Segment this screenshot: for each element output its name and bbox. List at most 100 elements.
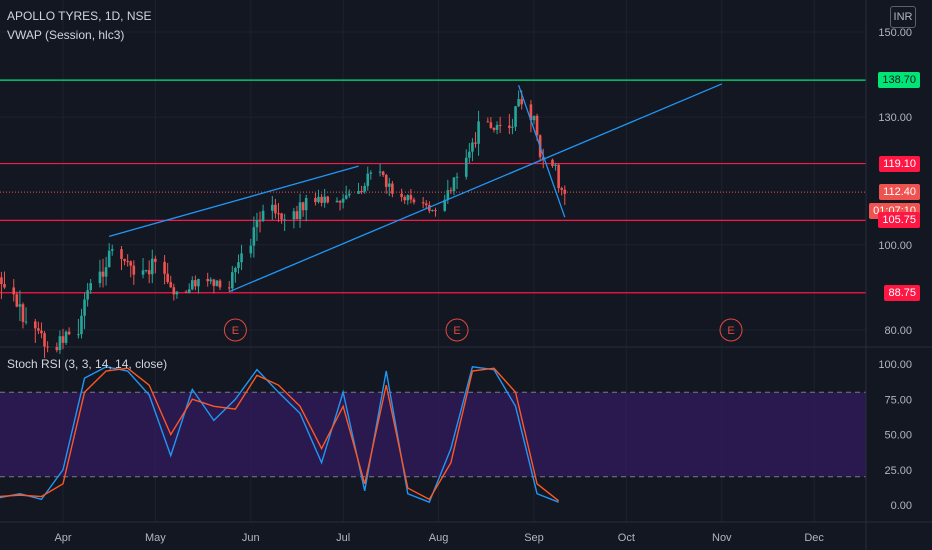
candle-body[interactable] — [471, 142, 474, 152]
candle-body[interactable] — [58, 336, 62, 351]
candle-body[interactable] — [163, 261, 166, 274]
candle-body[interactable] — [495, 124, 499, 130]
candle-body[interactable] — [123, 258, 126, 262]
candle-body[interactable] — [218, 280, 222, 288]
earnings-marker[interactable] — [223, 318, 247, 342]
candle-body[interactable] — [89, 283, 93, 291]
stoch-rsi-k-line[interactable] — [0, 366, 559, 504]
candle-body[interactable] — [384, 174, 388, 187]
candle-body[interactable] — [323, 196, 326, 203]
candle-body[interactable] — [190, 280, 194, 290]
candle-body[interactable] — [557, 164, 560, 189]
candle-body[interactable] — [172, 287, 176, 295]
candle-body[interactable] — [101, 271, 105, 277]
candle-body[interactable] — [464, 157, 468, 177]
candle-body[interactable] — [443, 199, 447, 211]
candle-body[interactable] — [271, 204, 274, 211]
candle-body[interactable] — [344, 195, 348, 199]
candle-body[interactable] — [449, 190, 453, 192]
candle-body[interactable] — [298, 202, 302, 220]
candle-body[interactable] — [61, 336, 65, 343]
price-tag[interactable]: 105.75 — [878, 212, 920, 229]
candle-body[interactable] — [21, 304, 25, 322]
candle-body[interactable] — [169, 282, 173, 288]
trendline[interactable] — [228, 83, 723, 293]
candle-body[interactable] — [120, 249, 123, 259]
candle-body[interactable] — [474, 142, 477, 144]
candle-body[interactable] — [187, 289, 191, 293]
candle-body[interactable] — [381, 171, 385, 175]
candle-body[interactable] — [274, 204, 277, 214]
candle-body[interactable] — [446, 190, 450, 200]
candle-body[interactable] — [363, 185, 366, 192]
candle-body[interactable] — [295, 211, 299, 220]
candle-body[interactable] — [434, 210, 437, 212]
candle-body[interactable] — [107, 250, 111, 268]
candle-body[interactable] — [388, 183, 391, 187]
candle-body[interactable] — [424, 203, 428, 206]
candle-body[interactable] — [511, 126, 514, 128]
candle-body[interactable] — [212, 279, 216, 286]
candle-body[interactable] — [98, 271, 102, 284]
candle-body[interactable] — [252, 227, 256, 246]
price-tag[interactable]: 88.75 — [884, 284, 920, 301]
price-tag[interactable]: 112.40 — [879, 184, 920, 201]
candle-body[interactable] — [304, 198, 308, 211]
price-tag[interactable]: 138.70 — [878, 72, 920, 89]
trendline[interactable] — [517, 84, 566, 218]
candle-body[interactable] — [3, 284, 6, 288]
candle-body[interactable] — [317, 196, 320, 203]
candle-body[interactable] — [67, 331, 71, 335]
candle-body[interactable] — [0, 277, 3, 285]
trendline[interactable] — [109, 165, 359, 237]
candle-body[interactable] — [249, 245, 253, 254]
candle-body[interactable] — [83, 299, 86, 316]
candle-body[interactable] — [150, 258, 154, 275]
candle-body[interactable] — [240, 253, 243, 263]
candle-body[interactable] — [104, 267, 108, 277]
candle-body[interactable] — [498, 124, 502, 126]
candle-body[interactable] — [335, 200, 339, 203]
candle-body[interactable] — [421, 202, 425, 204]
candle-body[interactable] — [194, 280, 197, 287]
candle-body[interactable] — [283, 219, 286, 221]
candle-body[interactable] — [468, 151, 471, 158]
candle-body[interactable] — [400, 193, 403, 198]
candle-body[interactable] — [391, 183, 394, 194]
candle-body[interactable] — [535, 115, 539, 136]
candle-body[interactable] — [403, 197, 407, 201]
earnings-marker[interactable] — [719, 318, 743, 342]
candle-body[interactable] — [33, 321, 37, 329]
candle-body[interactable] — [366, 173, 370, 186]
candle-body[interactable] — [215, 280, 219, 286]
candle-body[interactable] — [326, 196, 330, 203]
symbol-legend[interactable]: APOLLO TYRES, 1D, NSE — [7, 9, 152, 23]
candle-body[interactable] — [234, 267, 237, 273]
candle-body[interactable] — [320, 196, 323, 203]
candle-body[interactable] — [206, 278, 209, 282]
candle-body[interactable] — [147, 270, 151, 275]
candle-body[interactable] — [341, 198, 345, 203]
candle-body[interactable] — [77, 334, 80, 336]
candle-body[interactable] — [197, 278, 200, 287]
candle-body[interactable] — [360, 190, 363, 192]
candle-body[interactable] — [492, 127, 496, 130]
candle-body[interactable] — [369, 172, 373, 174]
candle-body[interactable] — [338, 200, 342, 203]
candle-body[interactable] — [357, 190, 360, 194]
vwap-legend[interactable]: VWAP (Session, hlc3) — [7, 28, 125, 42]
candle-body[interactable] — [347, 193, 351, 196]
candle-body[interactable] — [175, 291, 179, 295]
candle-body[interactable] — [563, 189, 567, 194]
candle-body[interactable] — [154, 258, 157, 262]
candle-body[interactable] — [255, 220, 259, 228]
candle-body[interactable] — [301, 202, 305, 211]
candle-body[interactable] — [455, 176, 459, 178]
currency-badge[interactable]: INR — [890, 6, 916, 28]
candle-body[interactable] — [261, 210, 265, 221]
candle-body[interactable] — [560, 188, 564, 190]
candle-body[interactable] — [452, 177, 456, 192]
candle-body[interactable] — [86, 290, 89, 300]
